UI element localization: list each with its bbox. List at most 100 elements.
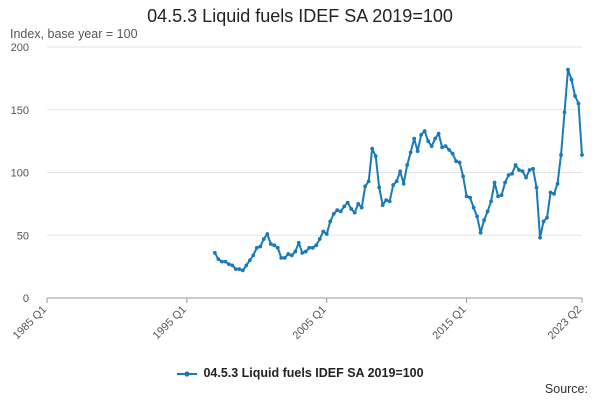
data-point [405, 163, 410, 167]
data-point [573, 94, 577, 98]
axis-layer: 0 50 100 150 200 1985 Q1 1995 Q1 2005 Q1 2015 Q1… [11, 42, 584, 342]
data-point [216, 257, 221, 261]
data-point [265, 232, 270, 236]
data-point [468, 195, 473, 200]
data-point [349, 206, 354, 211]
data-point [555, 181, 560, 186]
data-point [286, 252, 291, 256]
legend-swatch-icon [177, 371, 198, 377]
data-point [335, 208, 340, 213]
data-point [454, 159, 459, 164]
data-point [254, 245, 259, 250]
data-point [268, 242, 273, 246]
data-point [373, 154, 378, 159]
data-point [566, 67, 570, 72]
data-point [317, 237, 322, 241]
data-point [433, 136, 438, 141]
data-point [548, 190, 553, 195]
data-point [247, 258, 252, 263]
chart-title: 04.5.3 Liquid fuels IDEF SA 2019=100 [147, 6, 453, 26]
data-point [545, 215, 549, 220]
data-point [356, 201, 361, 206]
data-point [240, 268, 245, 273]
data-point [275, 245, 280, 250]
data-point [478, 230, 483, 235]
data-point [538, 235, 542, 240]
y-tick-label: 150 [11, 105, 29, 117]
y-tick-label: 50 [17, 230, 29, 242]
data-point [398, 169, 403, 174]
data-point [492, 180, 497, 185]
data-point [272, 243, 277, 248]
data-point [258, 244, 263, 249]
data-point [321, 229, 326, 234]
x-tick-label: 1985 Q1 [11, 304, 49, 342]
data-point [244, 263, 249, 268]
data-point [212, 250, 217, 255]
data-point [562, 110, 567, 115]
data-point [387, 199, 392, 204]
data-point [328, 219, 333, 224]
data-point [303, 249, 308, 254]
data-point [352, 210, 357, 215]
grid-layer [47, 46, 582, 299]
data-point [331, 212, 336, 216]
data-point [384, 198, 389, 203]
data-point [422, 129, 427, 133]
data-point [513, 163, 518, 167]
data-point [482, 218, 486, 223]
data-point [366, 179, 371, 184]
series-line [213, 68, 583, 272]
data-point [401, 181, 406, 186]
y-tick-label: 0 [23, 293, 29, 305]
series-layer [212, 67, 584, 273]
data-point [485, 209, 490, 214]
data-point [391, 183, 396, 187]
source-label: Source: [544, 382, 588, 396]
data-point [464, 194, 469, 199]
y-tick-label: 200 [11, 42, 29, 54]
legend[interactable]: 04.5.3 Liquid fuels IDEF SA 2019=100 [0, 366, 600, 380]
data-point [503, 180, 507, 185]
data-point [324, 232, 329, 236]
y-tick-label: 100 [11, 168, 29, 180]
data-point [300, 250, 305, 255]
data-point [230, 263, 235, 268]
data-point [279, 255, 284, 260]
data-point [408, 150, 413, 155]
data-point [569, 77, 574, 82]
data-point [524, 175, 528, 180]
data-point [429, 144, 434, 149]
data-point [517, 168, 521, 172]
data-point [307, 245, 312, 250]
data-point [289, 253, 294, 258]
data-point [510, 171, 514, 176]
data-point [531, 166, 535, 171]
data-point [310, 245, 315, 250]
data-point [345, 200, 350, 205]
data-point [219, 259, 224, 264]
x-tick-label: 2005 Q1 [291, 304, 329, 342]
data-point [370, 146, 375, 151]
data-point [475, 214, 479, 219]
data-point [461, 174, 466, 179]
data-point [489, 199, 493, 204]
data-point [223, 259, 228, 264]
data-point [443, 144, 448, 149]
x-tick-label: 1995 Q1 [151, 304, 189, 342]
data-point [261, 237, 266, 241]
data-point [377, 185, 382, 190]
y-axis-label: Index, base year = 100 [10, 27, 138, 41]
data-point [527, 168, 532, 172]
data-point [580, 153, 584, 157]
data-point [412, 136, 417, 141]
data-point [394, 179, 399, 184]
data-point [426, 139, 431, 144]
data-point [296, 240, 301, 245]
data-point [496, 194, 500, 199]
data-point [359, 205, 364, 210]
data-point [363, 184, 368, 189]
legend-label: 04.5.3 Liquid fuels IDEF SA 2019=100 [203, 366, 424, 380]
data-point [436, 131, 441, 136]
